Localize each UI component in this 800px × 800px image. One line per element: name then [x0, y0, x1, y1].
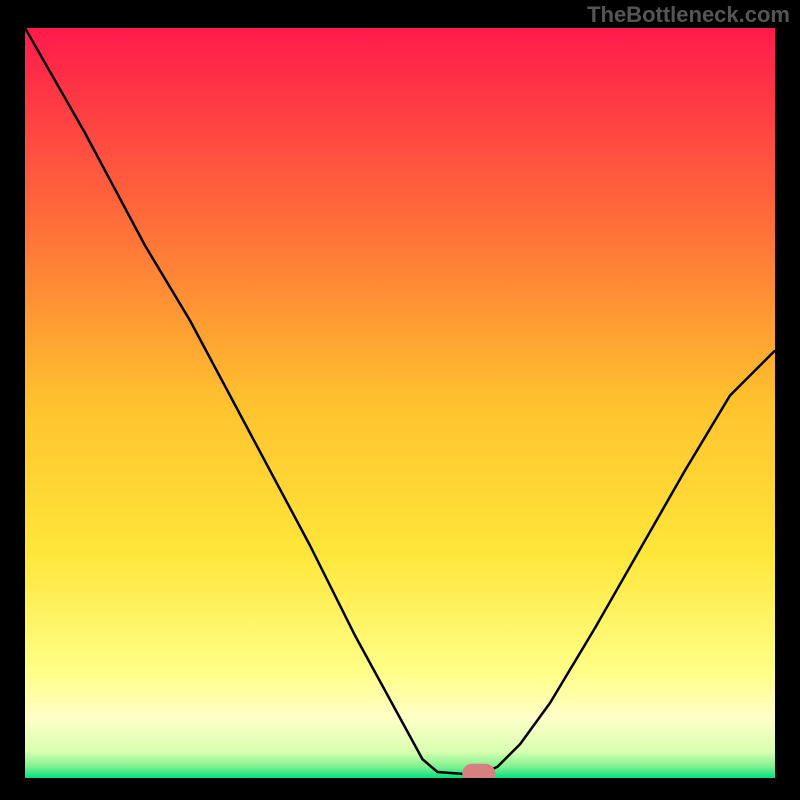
bottleneck-chart — [25, 28, 775, 778]
chart-background — [25, 28, 775, 778]
optimal-marker — [462, 764, 495, 778]
attribution-text: TheBottleneck.com — [587, 2, 790, 28]
